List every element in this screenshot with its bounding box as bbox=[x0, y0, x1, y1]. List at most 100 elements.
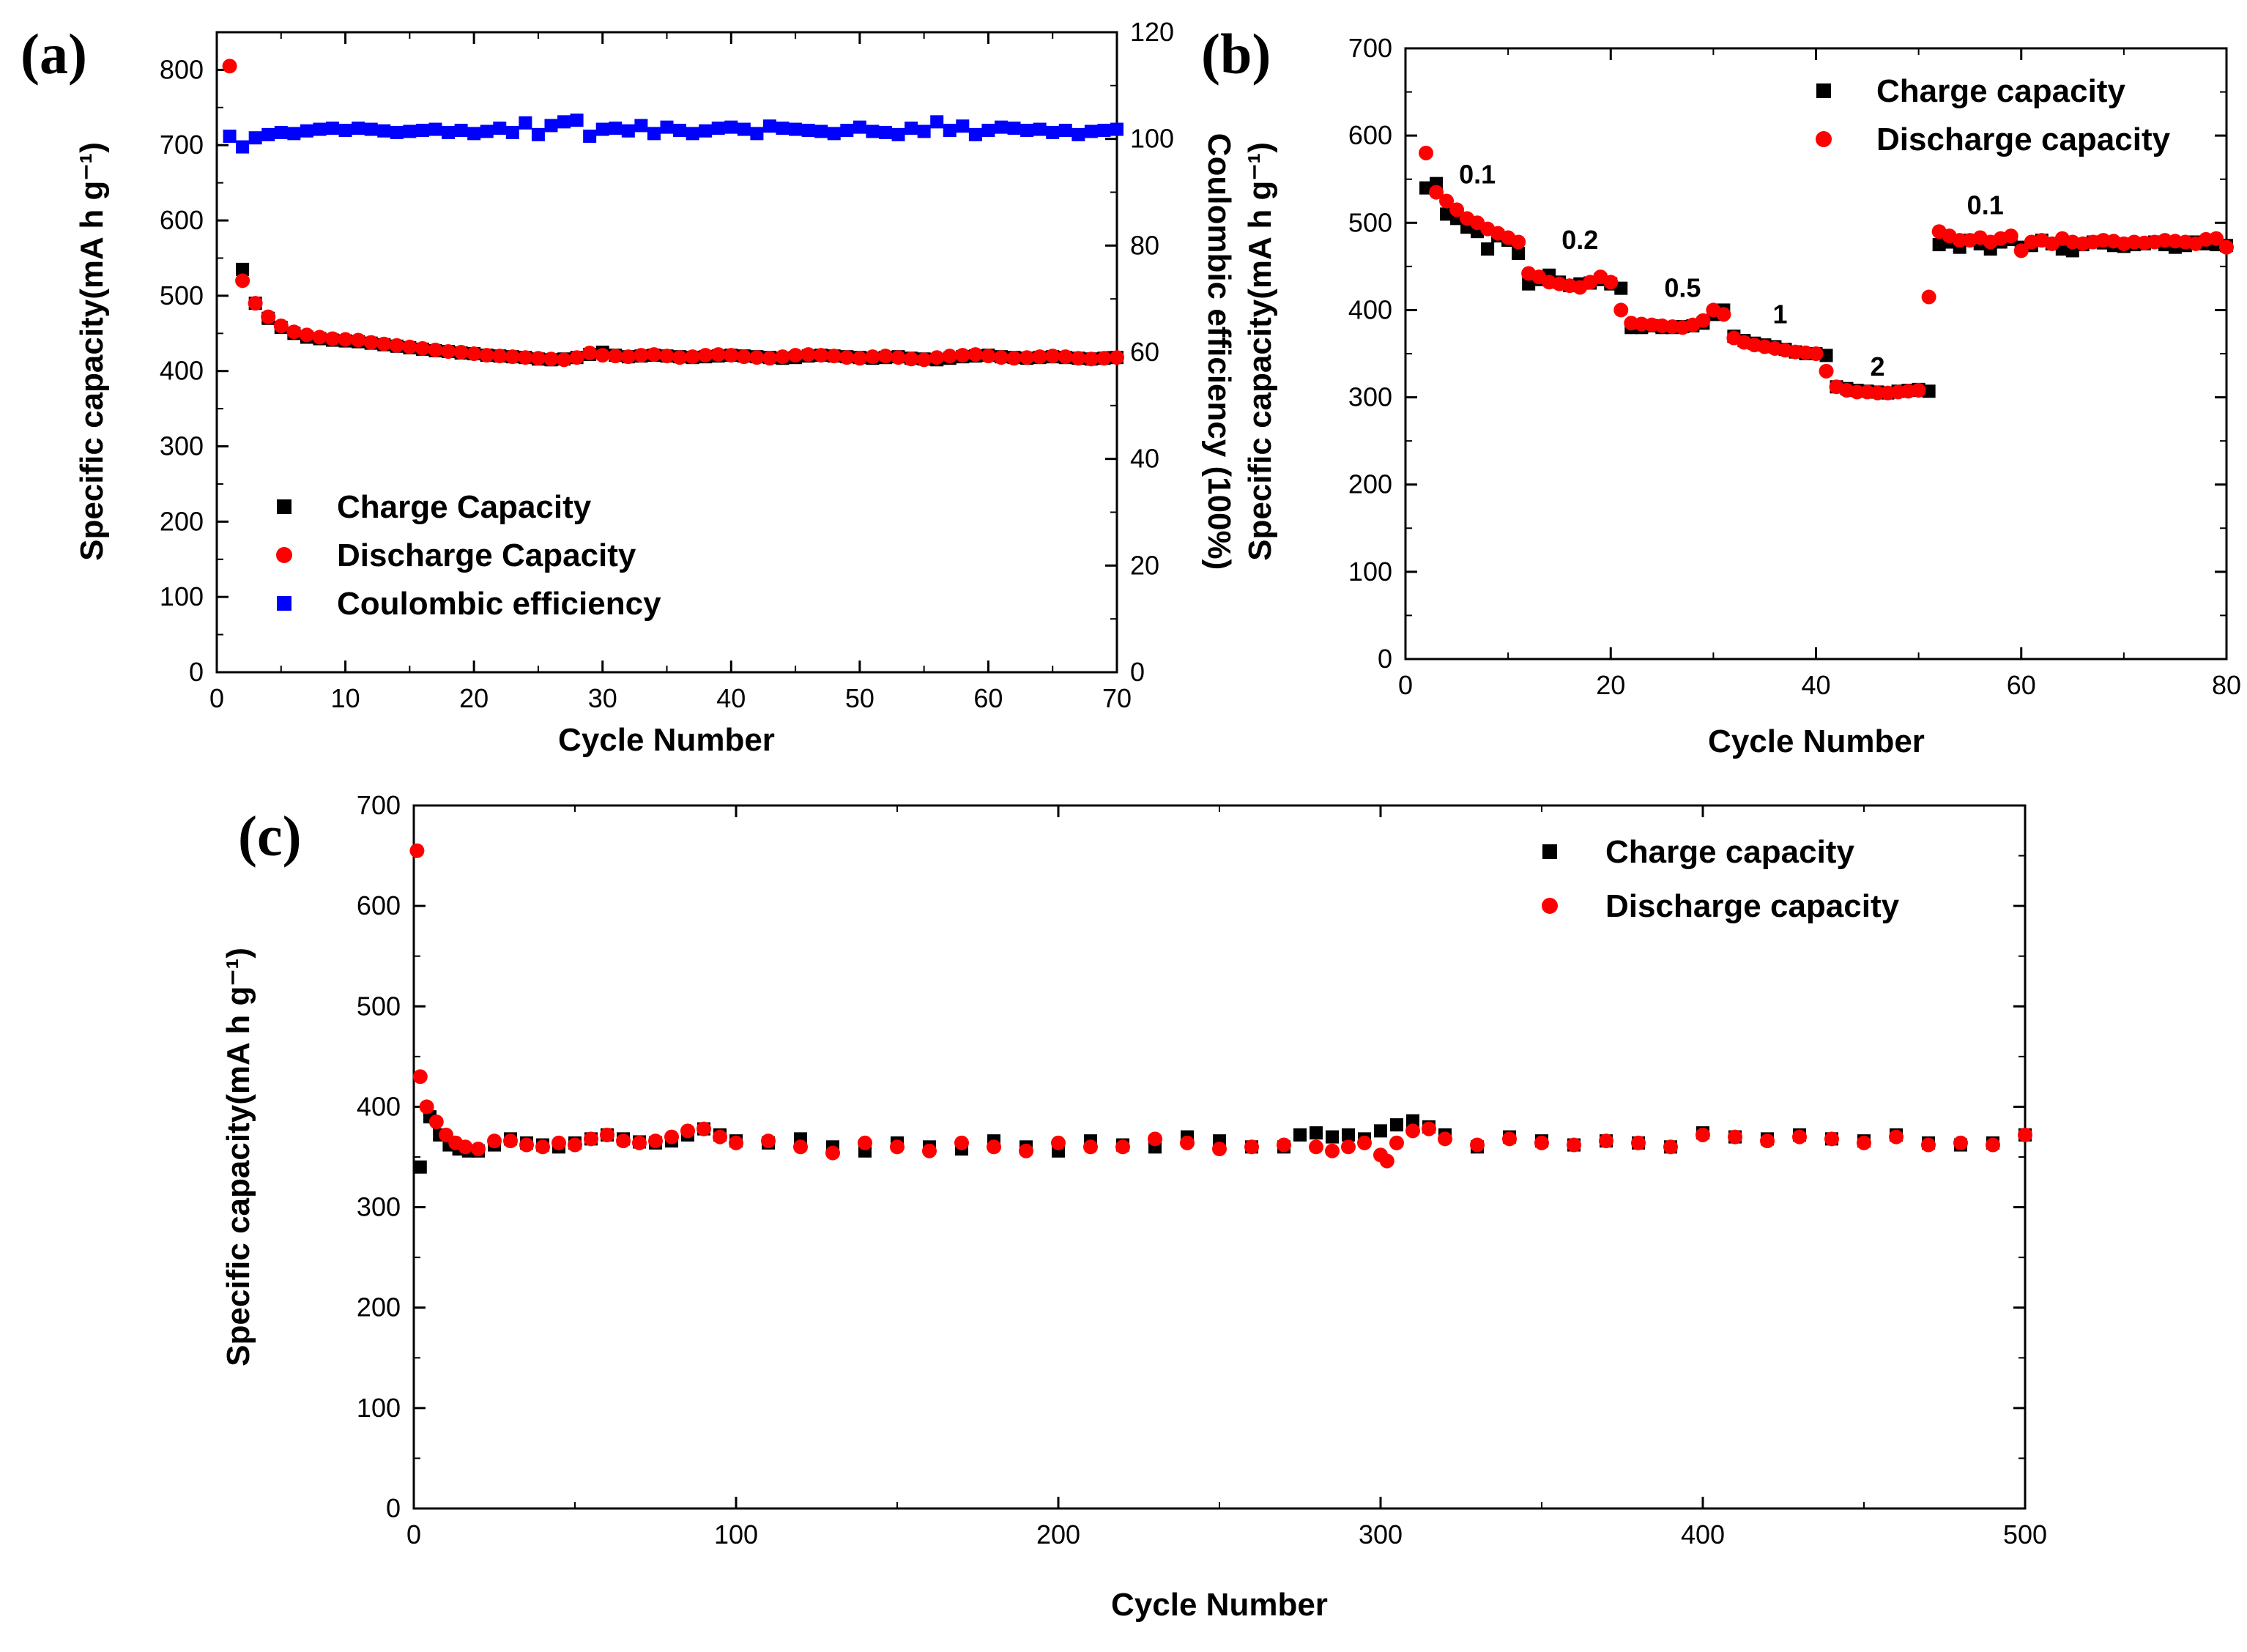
data-point bbox=[338, 124, 352, 138]
data-point bbox=[413, 1160, 427, 1174]
data-point bbox=[543, 351, 559, 367]
legend-label: Discharge Capacity bbox=[337, 537, 636, 573]
data-point bbox=[235, 273, 250, 289]
data-point bbox=[904, 351, 919, 367]
data-point bbox=[621, 124, 635, 138]
data-point bbox=[1342, 1128, 1355, 1142]
x-axis-title: Cycle Number bbox=[1111, 1587, 1328, 1623]
legend-label: Discharge capacity bbox=[1876, 122, 2171, 157]
data-point bbox=[273, 319, 289, 334]
data-point bbox=[1439, 193, 1455, 209]
data-point bbox=[789, 122, 803, 136]
data-point bbox=[646, 347, 661, 362]
data-point bbox=[814, 124, 828, 138]
legend-marker bbox=[276, 547, 292, 563]
data-point bbox=[1952, 233, 1967, 248]
data-point bbox=[1760, 1134, 1775, 1149]
chart-panel-a: 0 10 20 30 40 50 60 700100200300400500600700800… bbox=[21, 17, 1237, 758]
data-point bbox=[1148, 1131, 1162, 1147]
data-point bbox=[1728, 1129, 1742, 1145]
data-point bbox=[1374, 1124, 1387, 1138]
data-point bbox=[1613, 302, 1629, 318]
data-point bbox=[1438, 1131, 1452, 1147]
x-tick-label: 0 bbox=[406, 1519, 421, 1549]
data-point bbox=[776, 122, 790, 135]
data-point bbox=[492, 349, 508, 364]
x-tick-label: 60 bbox=[973, 683, 1003, 713]
data-point bbox=[467, 127, 481, 141]
series-discharge-capacity bbox=[222, 59, 1124, 368]
data-point bbox=[729, 1135, 743, 1150]
legend-label: Charge capacity bbox=[1876, 73, 2125, 109]
data-point bbox=[1631, 1135, 1646, 1150]
data-point bbox=[905, 122, 918, 135]
data-point bbox=[1326, 1130, 1339, 1144]
data-point bbox=[608, 349, 623, 364]
data-point bbox=[236, 262, 250, 276]
data-point bbox=[535, 1139, 550, 1155]
legend-label: Discharge capacity bbox=[1605, 888, 1900, 924]
data-point bbox=[1824, 1131, 1839, 1147]
rate-annotation: 0.5 bbox=[1664, 273, 1701, 303]
data-point bbox=[1502, 1131, 1517, 1147]
legend-marker bbox=[277, 596, 291, 611]
panel-label: (b) bbox=[1201, 22, 1271, 86]
data-point bbox=[402, 339, 417, 354]
data-point bbox=[557, 115, 571, 129]
data-point bbox=[1083, 1139, 1098, 1155]
data-point bbox=[261, 127, 275, 141]
data-point bbox=[453, 345, 469, 360]
data-point bbox=[441, 343, 456, 359]
data-point bbox=[439, 1127, 453, 1142]
data-point bbox=[1097, 124, 1111, 138]
data-point bbox=[415, 124, 429, 138]
data-point bbox=[955, 348, 970, 363]
data-point bbox=[428, 342, 443, 357]
data-point bbox=[634, 348, 649, 363]
data-point bbox=[287, 127, 301, 141]
y-axis-title: Specific capacity(mA h g⁻¹) bbox=[1242, 142, 1278, 561]
data-point bbox=[479, 348, 494, 363]
y-tick-label: 700 bbox=[357, 790, 401, 820]
data-point bbox=[891, 127, 905, 141]
data-point bbox=[762, 119, 776, 133]
data-point bbox=[326, 122, 340, 135]
y-tick-label: 400 bbox=[1348, 294, 1392, 324]
data-point bbox=[929, 350, 945, 365]
data-point bbox=[274, 125, 288, 139]
data-point bbox=[582, 346, 598, 361]
data-point bbox=[1932, 238, 1946, 252]
data-point bbox=[1481, 242, 1495, 256]
data-point bbox=[1422, 1121, 1436, 1136]
data-point bbox=[858, 1135, 872, 1150]
y-tick-label: 400 bbox=[357, 1091, 401, 1121]
data-point bbox=[1309, 1139, 1323, 1155]
data-point bbox=[1084, 124, 1098, 138]
y-tick-label: 200 bbox=[160, 506, 204, 536]
data-point bbox=[557, 352, 572, 368]
data-point bbox=[826, 349, 842, 364]
data-point bbox=[519, 1137, 534, 1153]
data-point bbox=[801, 124, 815, 138]
data-point bbox=[442, 125, 456, 139]
data-point bbox=[261, 309, 276, 324]
data-point bbox=[713, 1129, 727, 1145]
data-point bbox=[1419, 145, 1434, 160]
data-point bbox=[1115, 1139, 1130, 1155]
data-point bbox=[699, 124, 713, 138]
data-point bbox=[673, 124, 687, 138]
x-tick-label: 30 bbox=[588, 683, 617, 713]
data-point bbox=[570, 114, 584, 127]
data-point bbox=[1046, 125, 1060, 139]
y-tick-label: 0 bbox=[189, 657, 204, 687]
series-discharge-capacity bbox=[409, 843, 2032, 1169]
legend-label: Charge capacity bbox=[1605, 834, 1854, 870]
data-point bbox=[1406, 1114, 1419, 1128]
data-point bbox=[505, 125, 519, 139]
data-point bbox=[1071, 127, 1085, 141]
legend-marker bbox=[277, 499, 291, 514]
data-point bbox=[352, 122, 365, 135]
data-point bbox=[600, 1127, 614, 1142]
x-tick-label: 10 bbox=[331, 683, 360, 713]
data-point bbox=[632, 1135, 647, 1150]
